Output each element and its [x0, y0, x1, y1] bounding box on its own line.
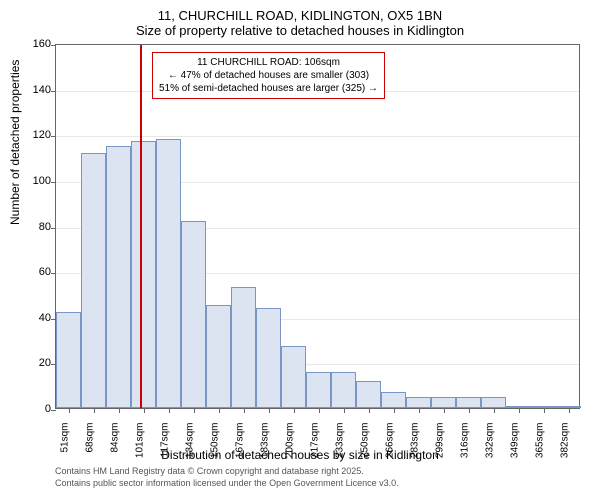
x-tick-label: 117sqm	[159, 423, 170, 468]
x-tick-label: 316sqm	[459, 423, 470, 468]
y-tick-label: 160	[33, 38, 51, 50]
x-tick-label: 349sqm	[509, 423, 520, 468]
histogram-bar	[306, 372, 331, 409]
histogram-bar	[431, 397, 456, 408]
x-tick-label: 101sqm	[134, 423, 145, 468]
x-tick	[469, 408, 470, 413]
x-tick-label: 51sqm	[59, 423, 70, 468]
marker-line	[140, 45, 142, 408]
x-tick	[394, 408, 395, 413]
x-tick-label: 266sqm	[384, 423, 395, 468]
x-tick	[219, 408, 220, 413]
annotation-box: 11 CHURCHILL ROAD: 106sqm← 47% of detach…	[152, 52, 385, 99]
x-tick-label: 183sqm	[259, 423, 270, 468]
footer-line-2: Contains public sector information licen…	[55, 478, 399, 490]
x-tick	[244, 408, 245, 413]
y-axis-label: Number of detached properties	[8, 60, 22, 225]
x-tick-label: 150sqm	[209, 423, 220, 468]
x-tick	[544, 408, 545, 413]
footer-line-1: Contains HM Land Registry data © Crown c…	[55, 466, 399, 478]
x-tick-label: 167sqm	[234, 423, 245, 468]
y-tick-label: 120	[33, 129, 51, 141]
y-tick	[51, 228, 56, 229]
y-tick-label: 80	[39, 221, 51, 233]
x-tick-label: 68sqm	[84, 423, 95, 468]
x-tick	[344, 408, 345, 413]
histogram-bar	[481, 397, 506, 408]
x-tick-label: 299sqm	[434, 423, 445, 468]
y-tick	[51, 45, 56, 46]
y-tick	[51, 91, 56, 92]
histogram-bar	[331, 372, 356, 409]
y-tick	[51, 273, 56, 274]
x-tick-label: 233sqm	[334, 423, 345, 468]
footer-text: Contains HM Land Registry data © Crown c…	[55, 466, 399, 489]
x-tick-label: 84sqm	[109, 423, 120, 468]
histogram-bar	[406, 397, 431, 408]
y-tick	[51, 182, 56, 183]
x-tick	[319, 408, 320, 413]
plot-area: 11 CHURCHILL ROAD: 106sqm← 47% of detach…	[55, 44, 580, 409]
x-tick	[294, 408, 295, 413]
x-tick	[169, 408, 170, 413]
histogram-bar	[106, 146, 131, 408]
histogram-bar	[56, 312, 81, 408]
x-tick	[369, 408, 370, 413]
x-tick-label: 332sqm	[484, 423, 495, 468]
histogram-bar	[281, 346, 306, 408]
chart-subtitle: Size of property relative to detached ho…	[0, 23, 600, 40]
histogram-bar	[81, 153, 106, 409]
y-tick-label: 140	[33, 84, 51, 96]
annotation-line-1: 11 CHURCHILL ROAD: 106sqm	[159, 56, 378, 69]
y-tick-label: 100	[33, 175, 51, 187]
x-tick	[269, 408, 270, 413]
gridline	[56, 136, 579, 137]
histogram-bar	[456, 397, 481, 408]
x-tick-label: 217sqm	[309, 423, 320, 468]
x-tick-label: 200sqm	[284, 423, 295, 468]
x-tick	[494, 408, 495, 413]
x-tick-label: 283sqm	[409, 423, 420, 468]
x-tick-label: 382sqm	[559, 423, 570, 468]
x-tick-label: 134sqm	[184, 423, 195, 468]
x-tick-label: 365sqm	[534, 423, 545, 468]
y-tick-label: 0	[45, 403, 51, 415]
histogram-bar	[181, 221, 206, 408]
chart-title: 11, CHURCHILL ROAD, KIDLINGTON, OX5 1BN	[0, 0, 600, 23]
y-tick-label: 60	[39, 266, 51, 278]
histogram-bar	[356, 381, 381, 408]
histogram-bar	[156, 139, 181, 408]
x-tick	[519, 408, 520, 413]
annotation-line-2: ← 47% of detached houses are smaller (30…	[159, 69, 378, 82]
annotation-line-3: 51% of semi-detached houses are larger (…	[159, 82, 378, 95]
histogram-bar	[256, 308, 281, 408]
x-tick	[194, 408, 195, 413]
x-tick	[94, 408, 95, 413]
x-tick	[569, 408, 570, 413]
histogram-bar	[131, 141, 156, 408]
x-tick	[119, 408, 120, 413]
y-tick-label: 20	[39, 357, 51, 369]
y-tick-label: 40	[39, 312, 51, 324]
histogram-bar	[231, 287, 256, 408]
x-tick	[419, 408, 420, 413]
x-tick	[144, 408, 145, 413]
x-tick-label: 250sqm	[359, 423, 370, 468]
histogram-bar	[206, 305, 231, 408]
y-tick	[51, 410, 56, 411]
histogram-bar	[381, 392, 406, 408]
x-tick	[69, 408, 70, 413]
x-tick	[444, 408, 445, 413]
y-tick	[51, 136, 56, 137]
